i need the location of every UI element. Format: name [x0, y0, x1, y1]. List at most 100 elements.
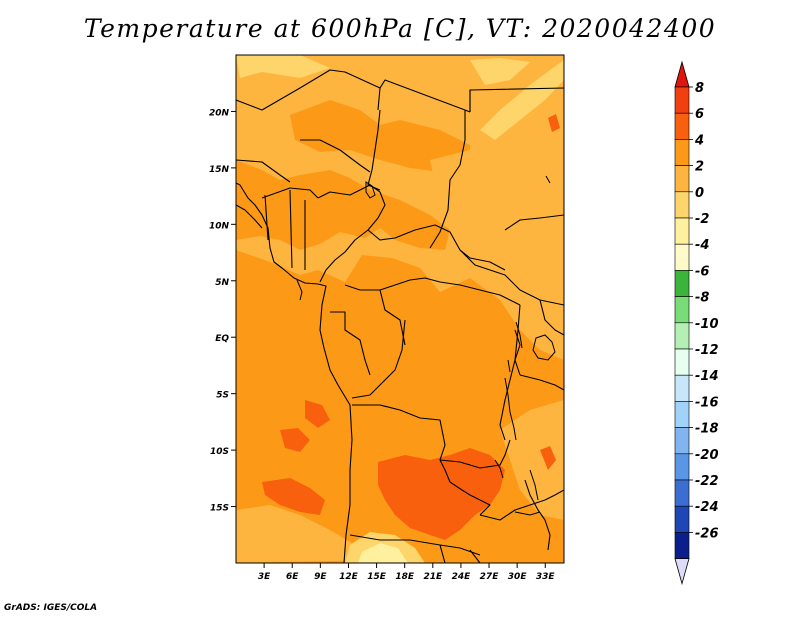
colorbar-label: -24: [695, 500, 719, 515]
lat-tick-label: 20N: [209, 108, 230, 118]
lat-tick-label: 5S: [216, 391, 229, 401]
colorbar-label: -26: [695, 526, 719, 541]
lake-albert: [515, 321, 523, 349]
colorbar-segment-3: [674, 165, 690, 193]
border-malawi: [524, 479, 551, 551]
colorbar-label: 0: [695, 186, 704, 201]
border-namibia-botswana: [439, 544, 481, 563]
lake-kariba: [514, 511, 541, 516]
border-niger-chad: [367, 109, 381, 191]
coastline-west-africa: [236, 182, 353, 563]
lake-tana: [545, 175, 551, 184]
border-ethiopia-kenya: [539, 299, 564, 336]
colorbar-segment-13: [674, 427, 690, 455]
field-region-4-6-ne: [548, 114, 560, 132]
colorbar-segment-10: [674, 348, 690, 376]
colorbar-segment-1: [674, 112, 690, 140]
lake-malawi: [529, 469, 539, 501]
colorbar-segment-15: [674, 479, 690, 507]
field-region-4-6-sw2: [280, 428, 310, 452]
lon-tick-label: 21E: [423, 572, 443, 582]
colorbar-segment-0: [674, 86, 690, 114]
lat-tick-label: 15N: [209, 165, 230, 175]
colorbar-segment-9: [674, 322, 690, 350]
border-mozambique: [544, 489, 564, 501]
lon-tick-label: 6E: [286, 572, 299, 582]
lon-tick-label: 24E: [452, 572, 472, 582]
border-tanzania: [519, 374, 564, 391]
colorbar-segment-5: [674, 217, 690, 245]
border-cameroon-congo: [344, 284, 406, 346]
border-nigeria-cameroon: [319, 191, 386, 283]
lake-mweru: [494, 459, 504, 479]
map-frame: [235, 54, 565, 564]
colorbar-label: -18: [695, 422, 719, 437]
colorbar-segment-12: [674, 401, 690, 428]
field-region-lt0-ne2: [470, 58, 530, 85]
colorbar-label: 6: [695, 107, 704, 122]
map-title: Temperature at 600hPa [C], VT: 202004240…: [83, 14, 717, 43]
grads-credit: GrADS: IGES/COLA: [4, 603, 98, 613]
border-cameroon-car: [367, 224, 506, 271]
border-ivory-coast: [236, 204, 263, 229]
border-ghana-togo-benin: [264, 189, 306, 270]
lake-tanganyika: [504, 377, 517, 441]
border-sudan-ethiopia: [504, 214, 564, 231]
lon-tick-label: 12E: [339, 572, 359, 582]
colorbar-top-arrow: [674, 60, 690, 88]
border-zambia-drc: [439, 439, 511, 469]
field-region-4-6-west: [305, 400, 330, 428]
border-congo-drc: [351, 319, 406, 399]
field-region-2-4-sahara: [290, 100, 470, 172]
lat-tick-label: 10S: [210, 447, 229, 457]
longitude-axis: 3E 6E 9E 12E 15E 18E 21E 24E 27E 30E 33E: [258, 563, 555, 582]
lake-victoria: [532, 334, 556, 361]
field-region-lt0-ne: [480, 60, 564, 140]
field-region-neg2-south: [358, 543, 408, 563]
field-region-0-2-south: [500, 400, 564, 520]
border-niger-libya: [379, 79, 471, 113]
border-chad-sudan: [429, 110, 466, 249]
border-mali-niger: [300, 139, 371, 173]
colorbar-segment-4: [674, 191, 690, 219]
lon-tick-label: 9E: [314, 572, 327, 582]
colorbar-segment-7: [674, 270, 690, 297]
field-region-4-6-se: [540, 446, 556, 470]
colorbar-segment-14: [674, 453, 690, 481]
colorbar-label: -20: [695, 448, 719, 463]
colorbar-label: -4: [695, 238, 709, 253]
field-region-lt0-north: [236, 55, 330, 78]
colorbar-segment-6: [674, 243, 690, 271]
latitude-axis: 20N 15N 10N 5N EQ 5S 10S 15S: [209, 108, 236, 514]
border-angola-drc: [352, 404, 446, 461]
field-region-0-2-east: [430, 150, 564, 292]
colorbar-segment-2: [674, 139, 690, 166]
lat-tick-label: EQ: [215, 334, 229, 344]
lake-chad: [365, 181, 376, 199]
lon-tick-label: 27E: [480, 572, 500, 582]
colorbar-label: 2: [695, 160, 704, 175]
colorbar-label: -8: [695, 291, 709, 306]
colorbar-bottom-arrow: [674, 558, 690, 586]
colorbar-label: -10: [695, 317, 719, 332]
colorbar-label: 4: [694, 133, 704, 148]
country-borders: [236, 69, 564, 563]
colorbar: 8 6 4 2 0 -2 -4 -6 -8 -10 -12 -14 -16 -18 -20 -22 -24 -26: [674, 60, 719, 586]
border-angola-zambia: [439, 459, 491, 516]
colorbar-label: -22: [695, 474, 719, 489]
field-region-4-6-south: [378, 448, 505, 540]
colorbar-label: -14: [695, 369, 719, 384]
colorbar-label: -6: [695, 264, 709, 279]
lat-tick-label: 5N: [215, 278, 229, 288]
colorbar-label: -16: [695, 395, 719, 410]
temperature-field: [236, 55, 564, 563]
lon-tick-label: 3E: [258, 572, 271, 582]
colorbar-label: -12: [695, 343, 719, 358]
colorbar-segment-17: [674, 532, 690, 559]
lon-tick-label: 18E: [395, 572, 415, 582]
border-nigeria-niger: [317, 184, 381, 199]
colorbar-segment-8: [674, 296, 690, 324]
lat-tick-label: 10N: [209, 221, 230, 231]
lon-tick-label: 30E: [508, 572, 528, 582]
